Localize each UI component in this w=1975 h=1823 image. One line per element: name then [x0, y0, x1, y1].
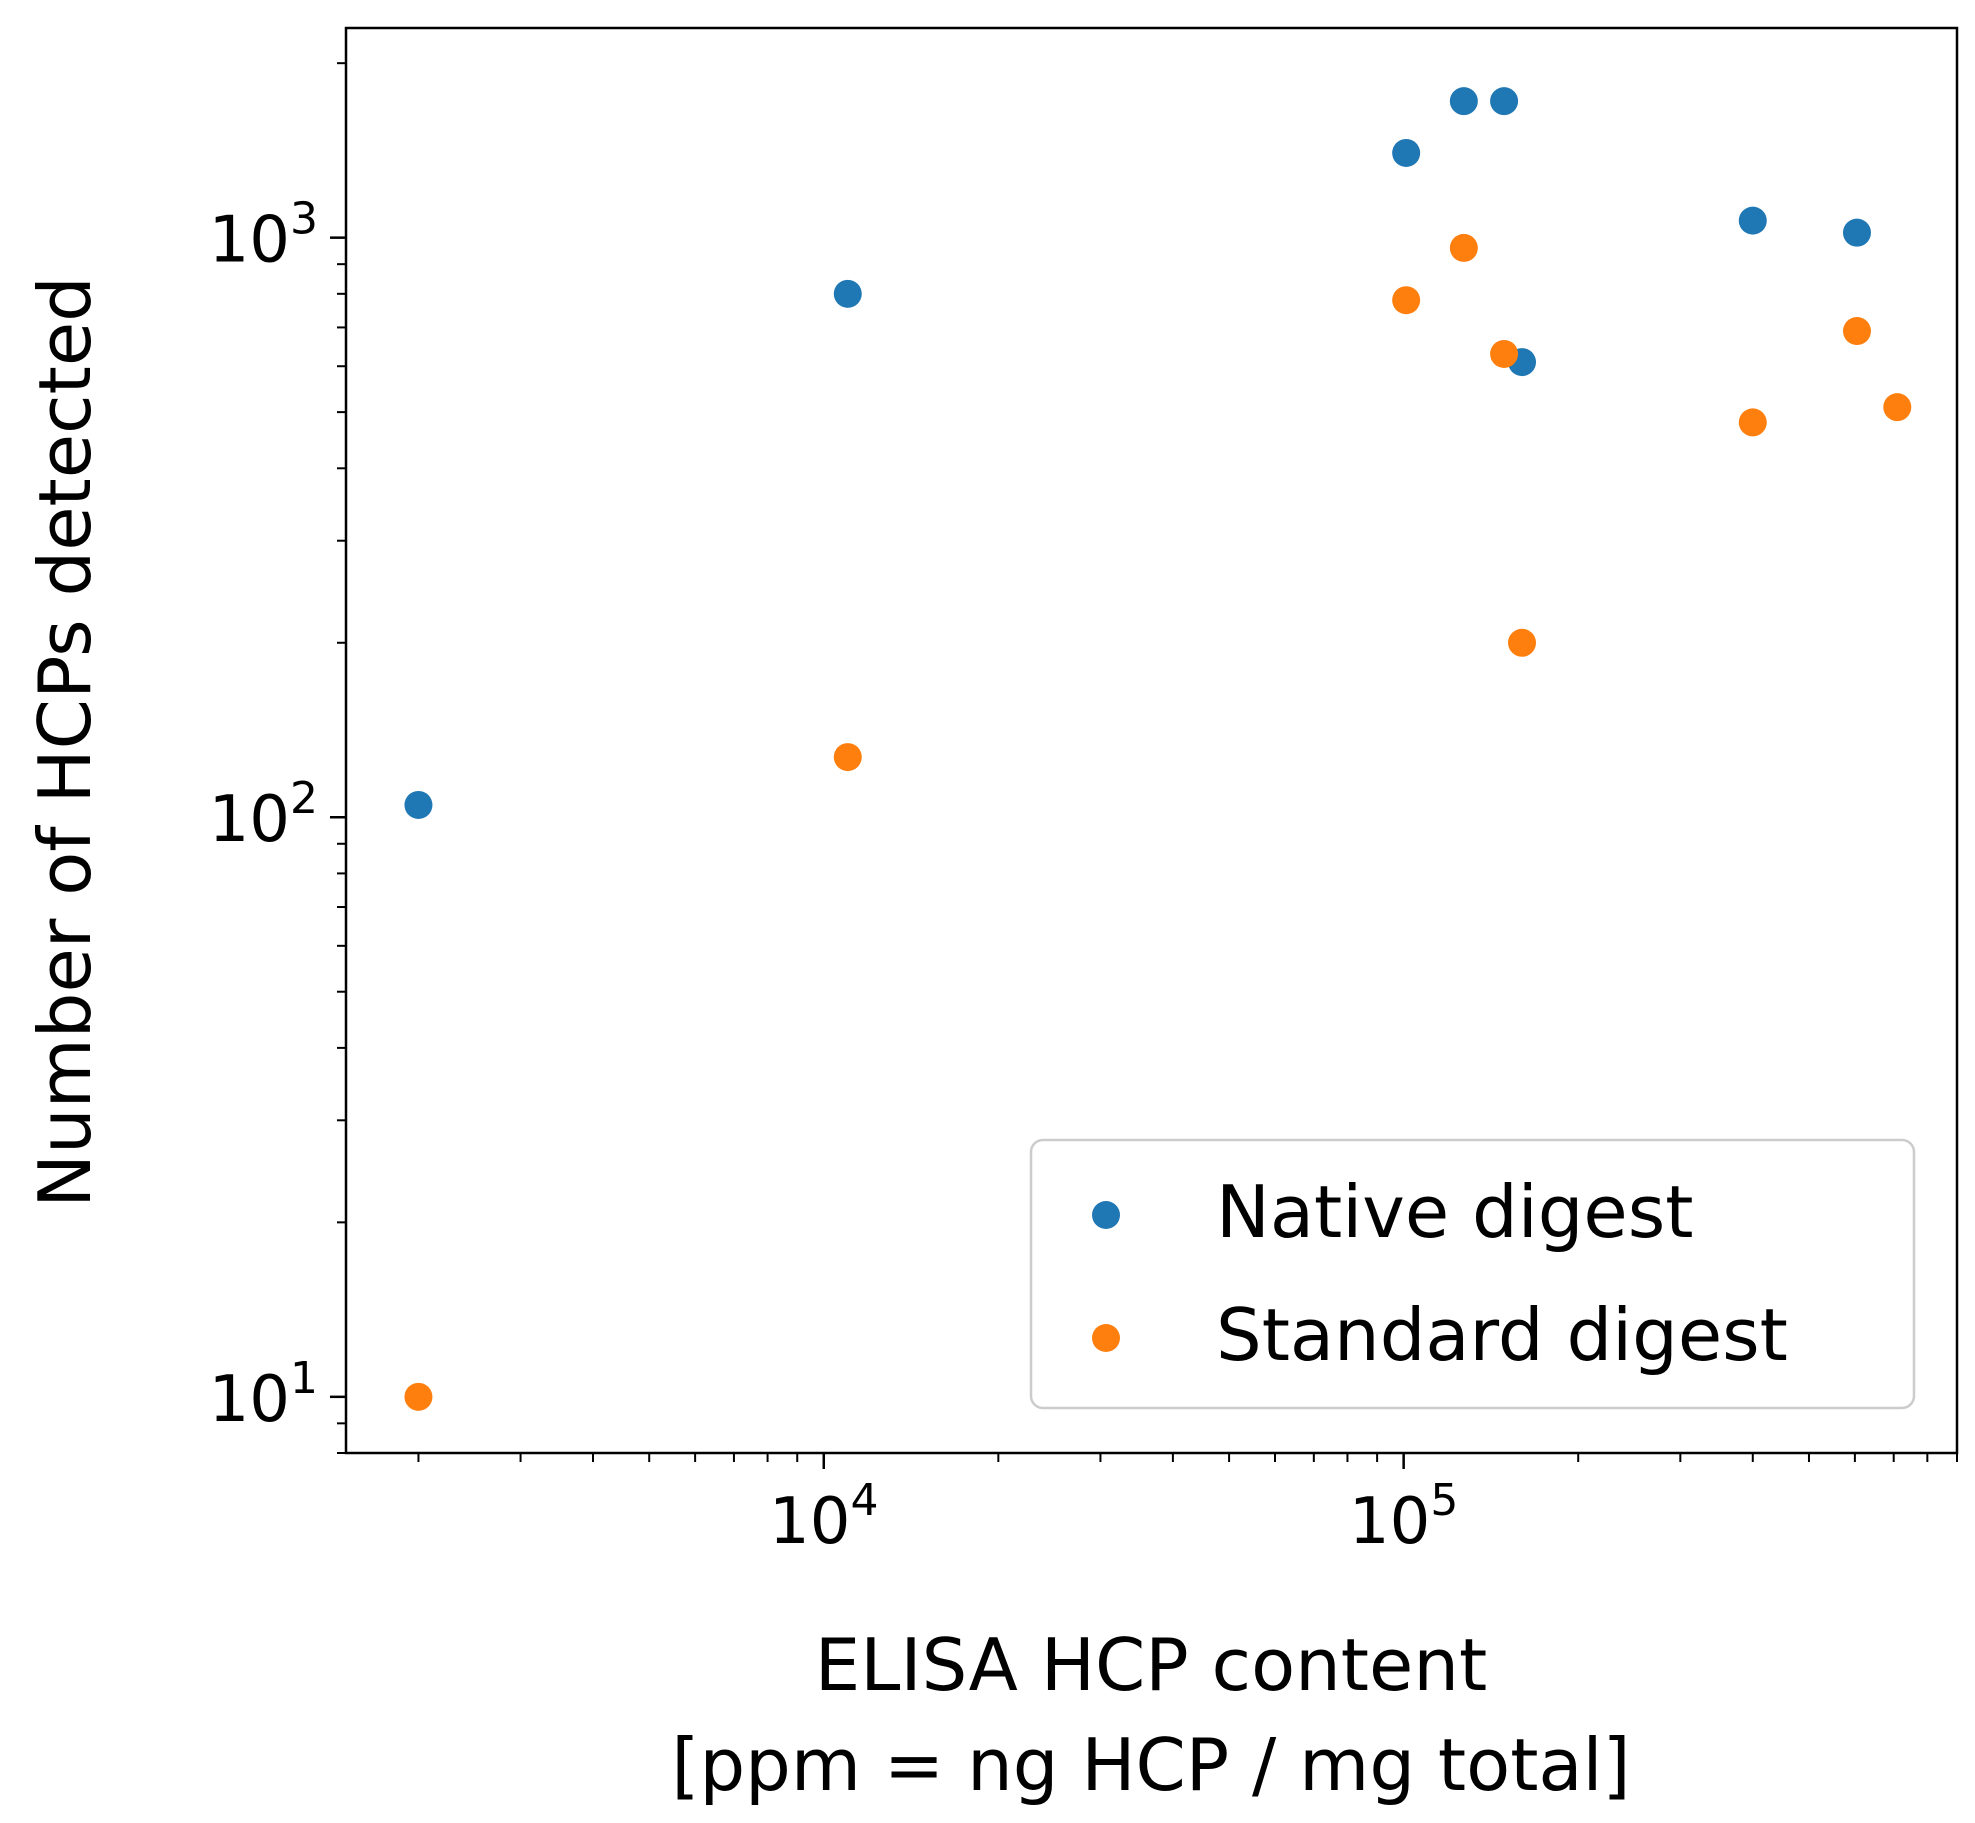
point-native-digest [404, 790, 433, 819]
x-axis-label-line-1: ELISA HCP content [815, 1623, 1487, 1707]
y-tick-label: 101 [209, 1353, 318, 1437]
point-native-digest [833, 279, 862, 308]
legend-label-standard-digest: Standard digest [1216, 1293, 1788, 1377]
point-native-digest [1449, 87, 1478, 116]
point-standard-digest [1490, 339, 1519, 368]
major-ticks: 104 105 101 102 103 [209, 194, 1459, 1559]
point-standard-digest [1449, 233, 1478, 262]
legend-label-native-digest: Native digest [1216, 1170, 1693, 1254]
plot-frame [344, 26, 1959, 1455]
point-native-digest [1842, 218, 1871, 247]
legend: Native digest Standard digest [1029, 1138, 1916, 1410]
legend-marker-standard-digest [1092, 1324, 1120, 1352]
point-standard-digest [1842, 317, 1871, 346]
legend-marker-native-digest [1092, 1201, 1120, 1229]
point-standard-digest [1508, 628, 1537, 657]
y-axis-label: Number of HCPs detected [23, 276, 107, 1208]
y-tick-label: 103 [209, 194, 318, 278]
x-tick-label: 105 [1349, 1475, 1458, 1559]
legend-box [1029, 1138, 1916, 1410]
point-standard-digest [1883, 393, 1912, 422]
point-native-digest [1490, 87, 1519, 116]
data-points [404, 87, 1912, 1411]
point-standard-digest [404, 1382, 433, 1411]
point-native-digest [1392, 138, 1421, 167]
minor-ticks [337, 62, 1958, 1462]
x-tick-label: 104 [769, 1475, 878, 1559]
point-standard-digest [1738, 408, 1767, 437]
point-native-digest [1738, 206, 1767, 235]
x-axis-label-line-2: [ppm = ng HCP / mg total] [671, 1723, 1630, 1807]
point-standard-digest [833, 743, 862, 772]
point-standard-digest [1392, 286, 1421, 315]
y-tick-label: 102 [209, 773, 318, 857]
